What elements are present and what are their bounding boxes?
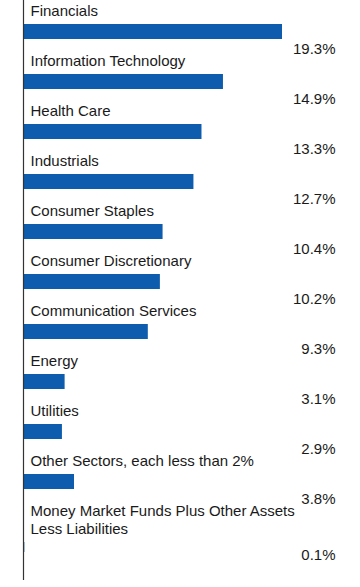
- svg-text:12.7%: 12.7%: [293, 190, 336, 207]
- svg-text:19.3%: 19.3%: [293, 40, 336, 57]
- svg-text:13.3%: 13.3%: [293, 140, 336, 157]
- svg-text:Other Sectors, each less than: Other Sectors, each less than 2%: [31, 452, 254, 469]
- svg-text:10.2%: 10.2%: [293, 290, 336, 307]
- svg-text:Financials: Financials: [31, 2, 99, 19]
- svg-text:14.9%: 14.9%: [293, 90, 336, 107]
- svg-text:Utilities: Utilities: [31, 402, 79, 419]
- svg-text:0.1%: 0.1%: [301, 546, 335, 563]
- svg-text:Communication Services: Communication Services: [31, 302, 197, 319]
- svg-text:3.8%: 3.8%: [301, 490, 335, 507]
- svg-text:10.4%: 10.4%: [293, 240, 336, 257]
- svg-text:Information Technology: Information Technology: [31, 52, 186, 69]
- svg-text:Consumer Discretionary: Consumer Discretionary: [31, 252, 192, 269]
- svg-text:Energy: Energy: [31, 352, 79, 369]
- svg-text:Industrials: Industrials: [31, 152, 99, 169]
- svg-text:Health Care: Health Care: [31, 102, 111, 119]
- svg-text:3.1%: 3.1%: [301, 390, 335, 407]
- svg-text:Consumer Staples: Consumer Staples: [31, 202, 154, 219]
- svg-text:9.3%: 9.3%: [301, 340, 335, 357]
- svg-text:2.9%: 2.9%: [301, 440, 335, 457]
- svg-text:Money Market Funds Plus Other: Money Market Funds Plus Other AssetsLess…: [31, 502, 295, 537]
